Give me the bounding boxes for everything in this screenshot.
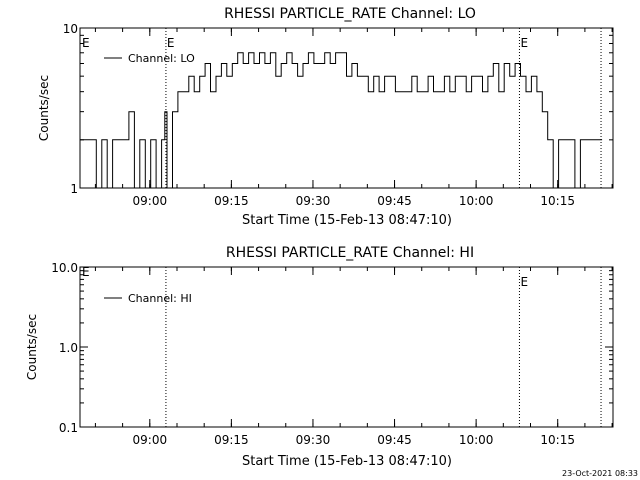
x-tick-label: 09:45	[377, 194, 412, 208]
corner-e-marker: E	[82, 265, 90, 279]
x-tick-labels: 09:00 09:15 09:30 09:45 10:00 10:15	[94, 267, 613, 447]
y-tick-label: 10	[63, 22, 78, 36]
x-axis-label: Start Time (15-Feb-13 08:47:10)	[242, 454, 452, 469]
legend-label: Channel: HI	[128, 292, 192, 305]
legend-label: Channel: LO	[128, 52, 195, 65]
y-axis-label: Counts/sec	[37, 75, 51, 141]
x-tick-label: 09:30	[296, 433, 331, 447]
chart-title: RHESSI PARTICLE_RATE Channel: LO	[224, 6, 476, 22]
x-tick-label: 10:00	[459, 194, 494, 208]
chart-title: RHESSI PARTICLE_RATE Channel: HI	[226, 245, 474, 261]
x-tick-label: 10:15	[540, 433, 575, 447]
chart-panel-lo: RHESSI PARTICLE_RATE Channel: LO 1 10 09:…	[37, 6, 614, 228]
y-tick-label: 0.1	[59, 421, 78, 435]
x-tick-label: 10:15	[540, 194, 575, 208]
x-tick-label: 09:30	[296, 194, 331, 208]
x-tick-labels: 09:00 09:15 09:30 09:45 10:00 10:15	[94, 28, 613, 208]
y-tick-labels: 1 10	[63, 22, 613, 196]
x-tick-label: 09:15	[214, 433, 249, 447]
x-tick-label: 10:00	[459, 433, 494, 447]
x-tick-label: 09:00	[133, 433, 168, 447]
y-tick-label: 1	[70, 182, 78, 196]
x-tick-label: 09:00	[133, 194, 168, 208]
event-label: E	[167, 36, 175, 50]
plot-frame	[79, 266, 614, 428]
chart-panel-hi: RHESSI PARTICLE_RATE Channel: HI 0.1 1.0 1…	[25, 245, 614, 469]
y-tick-label: 10.0	[51, 261, 78, 275]
corner-e-marker: E	[82, 36, 90, 50]
x-tick-label: 09:15	[214, 194, 249, 208]
event-label: E	[520, 275, 528, 289]
y-axis-label: Counts/sec	[25, 314, 39, 380]
y-tick-label: 1.0	[59, 341, 78, 355]
event-label: E	[520, 36, 528, 50]
x-axis-label: Start Time (15-Feb-13 08:47:10)	[242, 213, 452, 228]
event-markers: E	[165, 267, 602, 427]
y-tick-labels: 0.1 1.0 10.0	[51, 261, 613, 435]
x-tick-label: 09:45	[377, 433, 412, 447]
plot-frame	[79, 27, 614, 189]
date-stamp: 23-Oct-2021 08:33	[562, 469, 638, 478]
series-line-lo	[80, 52, 603, 189]
